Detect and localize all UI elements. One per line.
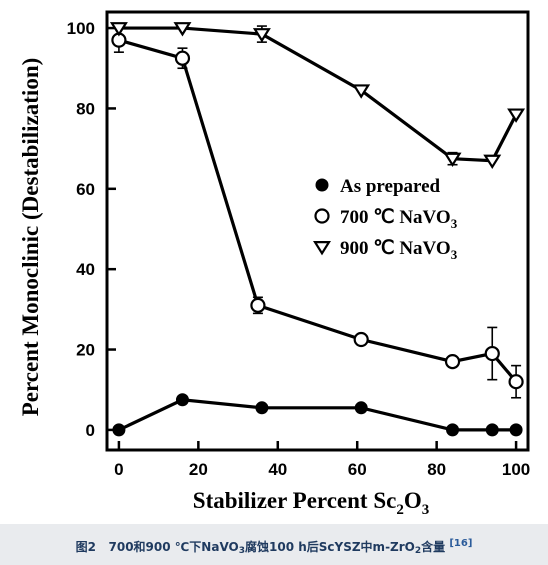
figure-caption: 图2 700和900 ℃下NaVO3腐蚀100 h后ScYSZ中m-ZrO2含量… — [75, 538, 473, 556]
legend-marker — [314, 208, 330, 224]
x-tick-label: 40 — [268, 460, 287, 479]
x-tick-label: 60 — [348, 460, 367, 479]
data-point — [484, 345, 500, 362]
legend-entry-2: 700 ℃ NaVO3 — [314, 207, 458, 231]
caption-label: 图2 — [75, 540, 96, 554]
x-tick-label: 20 — [189, 460, 208, 479]
legend-entry-1: As prepared — [315, 176, 441, 197]
data-point — [252, 28, 271, 43]
data-point — [444, 353, 461, 370]
data-point — [485, 423, 499, 437]
data-point — [353, 331, 369, 348]
data-point — [352, 84, 371, 99]
legend-marker — [313, 241, 331, 256]
data-point — [175, 393, 189, 407]
data-point — [173, 22, 192, 37]
x-tick-label: 0 — [114, 460, 123, 479]
series-2 — [111, 27, 524, 399]
data-point — [509, 423, 523, 437]
legend-entry-3: 900 ℃ NaVO3 — [313, 238, 458, 262]
chart: 0 20 40 60 80 100 0 20 40 60 80 100 As prepared 700 … — [18, 10, 530, 518]
data-point — [250, 297, 266, 313]
data-point — [255, 401, 269, 415]
caption-bar: 图2 700和900 ℃下NaVO3腐蚀100 h后ScYSZ中m-ZrO2含量… — [0, 524, 548, 565]
y-tick-label: 40 — [76, 260, 95, 279]
data-point — [507, 108, 526, 123]
data-point — [483, 154, 502, 170]
data-point — [109, 22, 128, 37]
data-point — [174, 50, 191, 66]
y-tick-label: 80 — [76, 99, 95, 118]
series-1 — [112, 393, 523, 437]
legend-label: 700 ℃ NaVO3 — [340, 207, 458, 231]
y-tick-label: 0 — [86, 421, 95, 440]
legend-label: As prepared — [340, 176, 441, 197]
y-axis-title: Percent Monoclinic (Destabilization) — [18, 58, 43, 417]
legend-marker — [315, 178, 329, 192]
x-tick-label: 80 — [427, 460, 446, 479]
y-tick-label: 20 — [76, 341, 95, 360]
series-3 — [109, 22, 526, 170]
caption-reference[interactable]: [16] — [449, 538, 473, 549]
data-point — [446, 423, 460, 437]
x-axis-title: Stabilizer Percent Sc2O3 — [193, 488, 429, 518]
y-tick-label: 60 — [76, 180, 95, 199]
data-point — [354, 401, 368, 415]
x-tick-label: 100 — [502, 460, 530, 479]
data-point — [443, 152, 462, 168]
data-point — [112, 423, 126, 437]
y-tick-label: 100 — [67, 19, 95, 38]
plot-frame — [105, 10, 530, 452]
legend-label: 900 ℃ NaVO3 — [340, 238, 458, 262]
data-point — [508, 374, 524, 390]
